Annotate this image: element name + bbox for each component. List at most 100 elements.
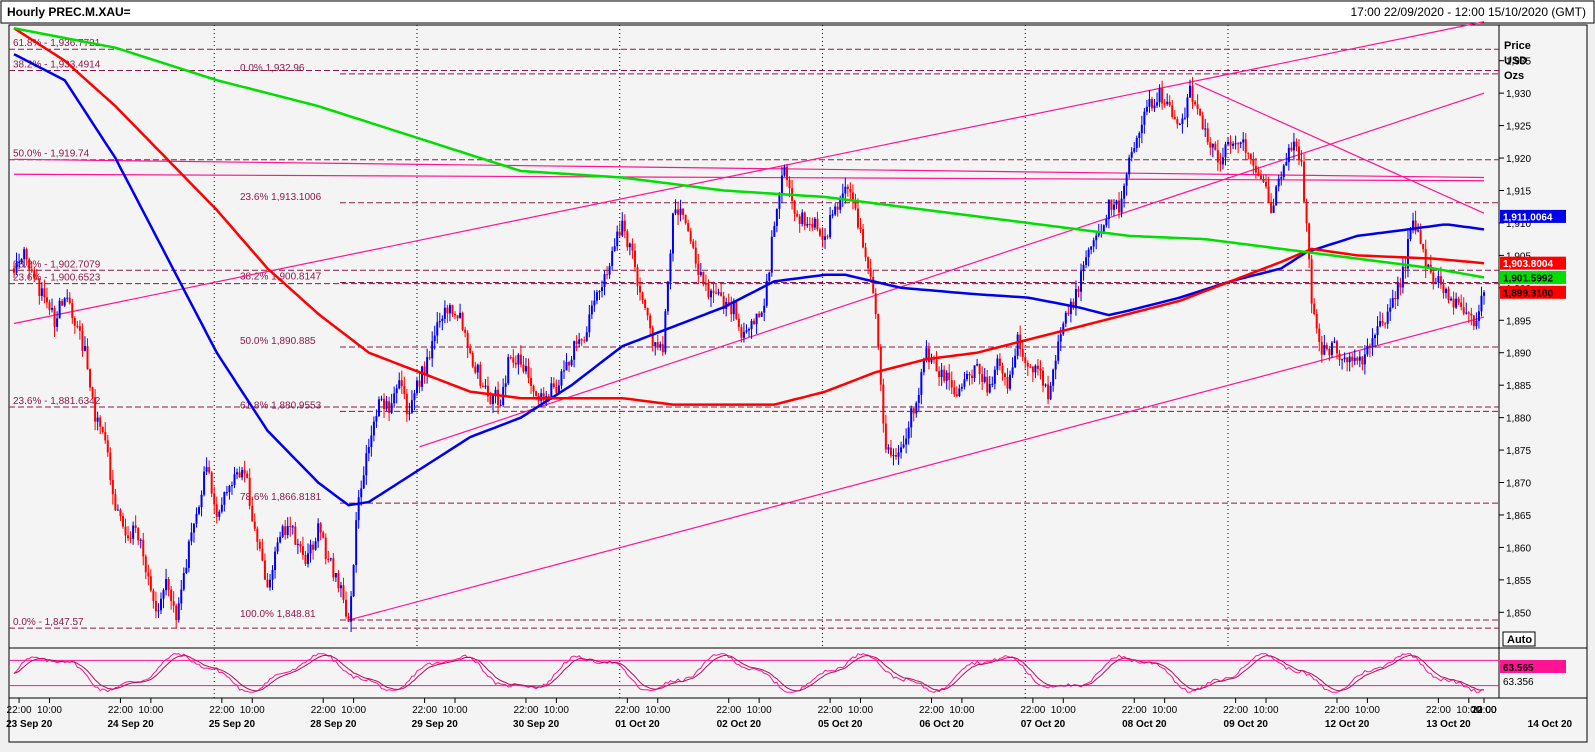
candle-body xyxy=(208,467,211,473)
candle-body xyxy=(1110,199,1113,210)
candle-body xyxy=(474,366,477,373)
candle-body xyxy=(1057,341,1060,361)
candle-body xyxy=(1128,157,1131,175)
candle-body xyxy=(991,383,994,385)
candle-body xyxy=(423,366,426,375)
candle-body xyxy=(271,570,274,580)
x-time-label: 10:00 xyxy=(544,705,569,716)
candle-body xyxy=(1361,356,1364,365)
candle-body xyxy=(144,556,147,573)
candle-body xyxy=(195,513,198,524)
fib-level-label: 61.8% - 1,936.7721 xyxy=(13,38,101,49)
candle-body xyxy=(1003,373,1006,378)
candle-body xyxy=(578,339,581,344)
price-axis-panel[interactable] xyxy=(1498,24,1588,649)
candle-body xyxy=(362,475,365,489)
candle-body xyxy=(289,525,292,528)
trendline-4[interactable] xyxy=(1194,82,1485,214)
candle-body xyxy=(291,526,294,528)
candle-body xyxy=(1310,259,1313,304)
candle-body xyxy=(1150,99,1153,109)
x-date-label: 14 Oct 20 xyxy=(1528,719,1573,730)
price-tag xyxy=(1500,285,1566,299)
moving-average-line-2 xyxy=(13,27,1485,406)
candle-body xyxy=(58,300,61,319)
x-date-label: 25 Sep 20 xyxy=(209,719,256,730)
time-axis-panel[interactable] xyxy=(8,697,1588,743)
candle-body xyxy=(312,544,315,550)
candle-body xyxy=(1252,159,1255,166)
trendline-6[interactable] xyxy=(13,173,1485,182)
candle-body xyxy=(955,394,958,397)
candle-body xyxy=(639,285,642,293)
candle-body xyxy=(1044,384,1047,386)
candle-body xyxy=(836,206,839,210)
candle-body xyxy=(499,404,502,406)
candle-body xyxy=(383,398,386,410)
x-time-label: 10:00 xyxy=(1355,705,1380,716)
trendline-3[interactable] xyxy=(419,92,1485,448)
x-time-label: 22:00 xyxy=(513,705,538,716)
candle-body xyxy=(826,236,829,238)
candle-body xyxy=(73,318,76,326)
candle-body xyxy=(712,290,715,293)
candle-body xyxy=(922,358,925,373)
candle-body xyxy=(1036,365,1039,369)
candle-body xyxy=(575,341,578,344)
candle-body xyxy=(1303,161,1306,202)
candle-body xyxy=(651,328,654,347)
candle-body xyxy=(1353,357,1356,362)
candle-body xyxy=(327,558,330,560)
oscillator-plot-area[interactable] xyxy=(8,647,1500,699)
candle-body xyxy=(279,536,282,543)
candle-body xyxy=(677,209,680,215)
candle-body xyxy=(360,488,363,498)
candle-body xyxy=(940,369,943,378)
candle-body xyxy=(307,553,309,564)
candle-body xyxy=(132,525,135,539)
trendline-2[interactable] xyxy=(348,316,1485,621)
candle-body xyxy=(869,268,872,277)
candle-body xyxy=(464,329,467,333)
candle-body xyxy=(963,379,966,387)
candle-body xyxy=(1259,175,1262,180)
candle-body xyxy=(233,474,236,486)
candle-body xyxy=(228,486,231,493)
main-plot-area[interactable] xyxy=(8,24,1500,649)
candle-body xyxy=(1366,345,1369,355)
candle-body xyxy=(1034,365,1037,373)
candle-body xyxy=(236,472,239,475)
candle-body xyxy=(715,292,718,294)
candle-body xyxy=(598,290,601,293)
candle-body xyxy=(1356,357,1359,361)
y-tick-label: 1,895 xyxy=(1506,316,1531,327)
candle-body xyxy=(68,297,71,304)
trendline-1[interactable] xyxy=(13,21,1485,325)
candle-body xyxy=(147,572,150,577)
candle-body xyxy=(530,377,533,386)
candle-body xyxy=(798,216,801,224)
chart-title: Hourly PREC.M.XAU= xyxy=(7,5,131,19)
trendline-5[interactable] xyxy=(13,158,1485,179)
candle-body xyxy=(192,523,195,533)
candle-body xyxy=(215,504,218,517)
candle-body xyxy=(849,188,852,193)
candle-body xyxy=(261,548,264,561)
candle-body xyxy=(337,573,340,589)
y-tick-label: 1,890 xyxy=(1506,349,1531,360)
auto-scale-button[interactable] xyxy=(1502,631,1536,647)
candle-body xyxy=(915,402,918,414)
candle-body xyxy=(1216,150,1219,163)
candle-body xyxy=(1163,103,1166,105)
candle-body xyxy=(1320,341,1323,355)
candle-body xyxy=(864,247,867,258)
candle-body xyxy=(1090,246,1093,250)
candle-body xyxy=(753,320,756,325)
candle-body xyxy=(66,297,69,299)
candle-body xyxy=(1363,354,1366,365)
x-time-label: 22:00 xyxy=(615,705,640,716)
candle-body xyxy=(1211,143,1214,148)
candle-body xyxy=(611,251,614,267)
candle-body xyxy=(935,359,938,372)
